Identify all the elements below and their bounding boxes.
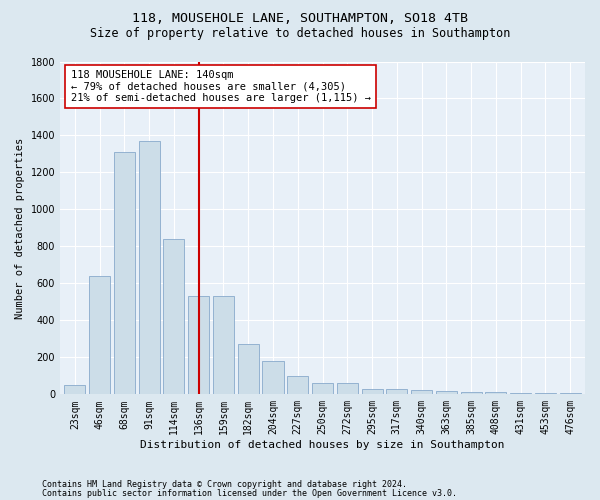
Bar	[238, 344, 259, 395]
Bar	[89, 276, 110, 394]
Y-axis label: Number of detached properties: Number of detached properties	[15, 138, 25, 318]
Bar	[485, 392, 506, 394]
Bar	[213, 296, 234, 394]
Bar	[262, 361, 284, 394]
Text: Size of property relative to detached houses in Southampton: Size of property relative to detached ho…	[90, 28, 510, 40]
Bar	[139, 141, 160, 395]
Bar	[362, 389, 383, 394]
Bar	[287, 376, 308, 394]
Bar	[312, 383, 333, 394]
Text: Contains HM Land Registry data © Crown copyright and database right 2024.: Contains HM Land Registry data © Crown c…	[42, 480, 407, 489]
X-axis label: Distribution of detached houses by size in Southampton: Distribution of detached houses by size …	[140, 440, 505, 450]
Bar	[114, 152, 135, 394]
Bar	[337, 383, 358, 394]
Text: 118 MOUSEHOLE LANE: 140sqm
← 79% of detached houses are smaller (4,305)
21% of s: 118 MOUSEHOLE LANE: 140sqm ← 79% of deta…	[71, 70, 371, 103]
Bar	[64, 385, 85, 394]
Text: 118, MOUSEHOLE LANE, SOUTHAMPTON, SO18 4TB: 118, MOUSEHOLE LANE, SOUTHAMPTON, SO18 4…	[132, 12, 468, 26]
Bar	[461, 392, 482, 394]
Bar	[188, 296, 209, 394]
Bar	[436, 390, 457, 394]
Bar	[163, 239, 184, 394]
Text: Contains public sector information licensed under the Open Government Licence v3: Contains public sector information licen…	[42, 488, 457, 498]
Bar	[386, 389, 407, 394]
Bar	[411, 390, 432, 394]
